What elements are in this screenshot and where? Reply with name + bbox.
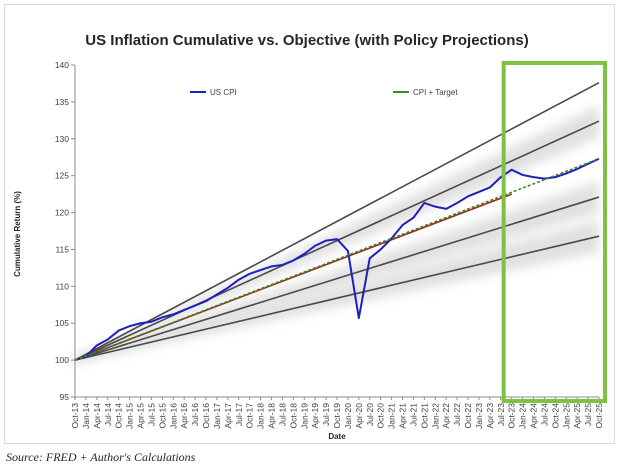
x-tick-label: Jan-15 <box>125 403 135 429</box>
x-tick-label: Jul-20 <box>365 403 375 426</box>
x-tick-label: Jul-22 <box>452 403 462 426</box>
x-tick-label: Oct-22 <box>463 403 473 429</box>
x-tick-label: Jul-16 <box>190 403 200 426</box>
legend-label-1: US CPI <box>210 88 237 97</box>
x-tick-label: Jan-19 <box>299 403 309 429</box>
x-tick-label: Jan-14 <box>81 403 91 429</box>
reference-line-2 <box>74 81 600 361</box>
x-tick-label: Jan-25 <box>561 403 571 429</box>
x-tick-label: Apr-25 <box>572 403 582 429</box>
band-shading-2 <box>75 181 599 363</box>
x-tick-label: Jan-20 <box>343 403 353 429</box>
x-tick-label: Jan-16 <box>168 403 178 429</box>
y-tick-label: 120 <box>55 208 69 218</box>
x-tick-label: Jan-17 <box>212 403 222 429</box>
y-tick-label: 130 <box>55 134 69 144</box>
legend-label-2: CPI + Target <box>413 88 458 97</box>
x-tick-label: Apr-24 <box>529 403 539 429</box>
x-tick-label: Jul-25 <box>583 403 593 426</box>
x-tick-label: Jan-24 <box>518 403 528 429</box>
x-tick-label: Oct-15 <box>157 403 167 429</box>
x-tick-label: Oct-18 <box>288 403 298 429</box>
x-tick-label: Jan-23 <box>474 403 484 429</box>
x-tick-label: Apr-14 <box>92 403 102 429</box>
x-tick-label: Jan-22 <box>430 403 440 429</box>
x-tick-label: Apr-15 <box>136 403 146 429</box>
x-tick-label: Oct-14 <box>114 403 124 429</box>
y-tick-label: 105 <box>55 318 69 328</box>
x-tick-label: Apr-19 <box>310 403 320 429</box>
x-tick-label: Jan-21 <box>387 403 397 429</box>
x-tick-label: Apr-17 <box>223 403 233 429</box>
series-line-2 <box>74 157 600 361</box>
x-tick-label: Jul-19 <box>321 403 331 426</box>
x-tick-label: Oct-21 <box>419 403 429 429</box>
x-axis-label: Date <box>328 432 346 441</box>
reference-line-3 <box>74 120 600 361</box>
projection-highlight-box <box>501 61 607 403</box>
x-tick-label: Oct-23 <box>507 403 517 429</box>
x-tick-label: Oct-20 <box>376 403 386 429</box>
y-tick-label: 115 <box>55 244 69 254</box>
projection-highlight-layer <box>501 61 607 403</box>
x-tick-label: Apr-22 <box>441 403 451 429</box>
x-tick-label: Apr-20 <box>354 403 364 429</box>
x-tick-label: Apr-16 <box>179 403 189 429</box>
x-tick-label: Apr-23 <box>485 403 495 429</box>
band-shading-1 <box>75 105 599 363</box>
x-tick-label: Oct-24 <box>550 403 560 429</box>
x-tick-label: Apr-21 <box>398 403 408 429</box>
x-tick-label: Jul-17 <box>234 403 244 426</box>
x-tick-label: Oct-25 <box>594 403 604 429</box>
reference-line-5 <box>74 235 600 361</box>
y-tick-label: 140 <box>55 60 69 70</box>
y-tick-label: 110 <box>55 281 69 291</box>
x-tick-label: Jan-18 <box>256 403 266 429</box>
x-tick-label: Jul-15 <box>146 403 156 426</box>
legend: US CPI CPI + Target <box>190 88 458 97</box>
chart-svg: US Inflation Cumulative vs. Objective (w… <box>13 32 607 441</box>
x-tick-label: Jul-24 <box>539 403 549 426</box>
x-tick-label: Oct-17 <box>245 403 255 429</box>
x-tick-label: Jul-21 <box>408 403 418 426</box>
y-tick-label: 125 <box>55 171 69 181</box>
reference-line-4 <box>74 196 600 361</box>
x-tick-label: Oct-19 <box>332 403 342 429</box>
y-tick-label: 135 <box>55 97 69 107</box>
y-tick-label: 100 <box>55 355 69 365</box>
y-axis-label: Cumulative Return (%) <box>13 191 22 277</box>
chart-frame: US Inflation Cumulative vs. Objective (w… <box>4 4 615 444</box>
band-layer <box>75 105 599 363</box>
x-tick-label: Jul-18 <box>277 403 287 426</box>
band-shading-3 <box>75 220 599 363</box>
x-tick-label: Oct-16 <box>201 403 211 429</box>
x-tick-label: Apr-18 <box>267 403 277 429</box>
x-tick-label: Jul-14 <box>103 403 113 426</box>
lines-layer <box>74 81 600 362</box>
x-tick-label: Jul-23 <box>496 403 506 426</box>
source-note: Source: FRED + Author's Calculations <box>6 450 196 464</box>
chart-title: US Inflation Cumulative vs. Objective (w… <box>85 32 528 49</box>
x-tick-label: Oct-13 <box>70 403 80 429</box>
y-tick-label: 95 <box>60 392 70 402</box>
